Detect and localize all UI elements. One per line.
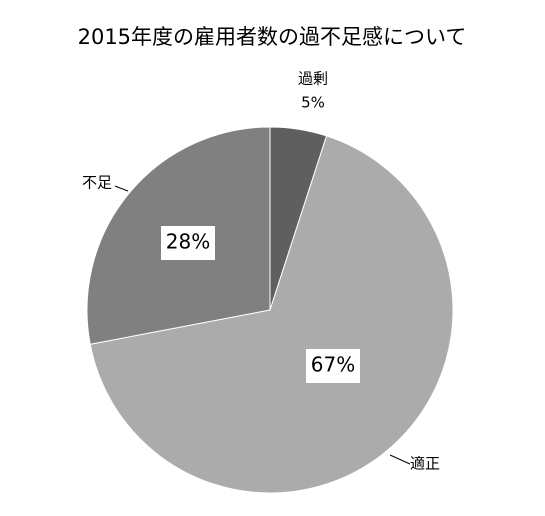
label-box: [161, 226, 215, 260]
category-label: 不足: [82, 174, 112, 192]
category-label: 適正: [410, 455, 440, 473]
chart-title: 2015年度の雇用者数の過不足感について: [78, 25, 467, 49]
pie-slice: [89, 135, 454, 494]
leader-line: [389, 454, 411, 465]
value-label: 28%: [166, 230, 210, 254]
category-label: 過剰: [298, 70, 328, 88]
value-label: 5%: [301, 94, 325, 112]
label-box: [306, 349, 360, 383]
leader-line: [114, 185, 129, 192]
value-label: 67%: [311, 353, 355, 377]
